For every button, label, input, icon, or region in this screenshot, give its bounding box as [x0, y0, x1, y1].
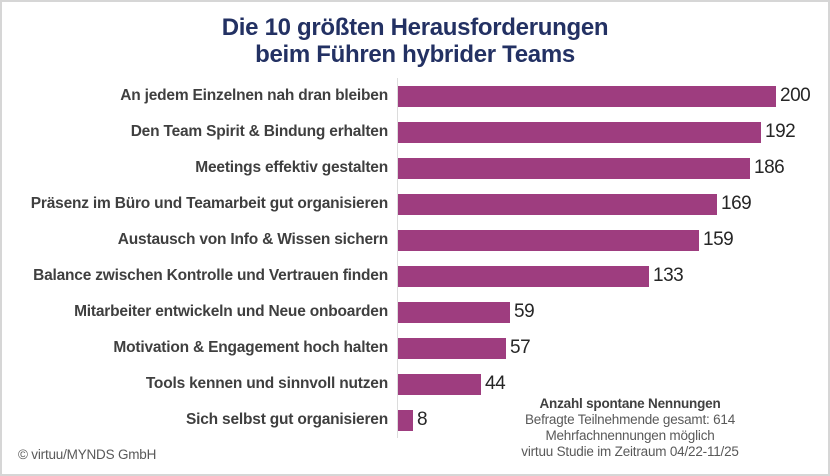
chart-row: Austausch von Info & Wissen sichern 159 [2, 222, 828, 258]
bar-value-label: 192 [765, 121, 796, 142]
bar-value-label: 44 [485, 373, 506, 394]
chart-title-line1: Die 10 größten Herausforderungen [221, 14, 609, 41]
chart-row: Den Team Spirit & Bindung erhalten 192 [2, 114, 828, 150]
bar-track: 133 [397, 258, 828, 294]
category-label: Präsenz im Büro und Teamarbeit gut organ… [30, 195, 388, 212]
chart-row: Präsenz im Büro und Teamarbeit gut organ… [2, 186, 828, 222]
chart-row: An jedem Einzelnen nah dran bleiben 200 [2, 78, 828, 114]
bar-track: 59 [397, 294, 828, 330]
bar [398, 193, 717, 215]
footnote-line-period: virtuu Studie im Zeitraum 04/22-11/25 [521, 444, 739, 459]
bar [398, 301, 510, 323]
category-label: Sich selbst gut organisieren [186, 411, 388, 428]
copyright-notice: © virtuu/MYNDS GmbH [18, 447, 157, 462]
footnote-block: Anzahl spontane Nennungen Befragte Teiln… [440, 396, 820, 460]
bar-track: 169 [397, 186, 828, 222]
chart-title: Die 10 größten Herausforderungen beim Fü… [2, 2, 828, 68]
bar [398, 337, 506, 359]
chart-row: Balance zwischen Kontrolle und Vertrauen… [2, 258, 828, 294]
footnote-line-multiple: Mehrfachnennungen möglich [545, 428, 715, 443]
bar-track: 57 [397, 330, 828, 366]
bar-track: 44 [397, 366, 828, 402]
bar-value-label: 169 [721, 193, 752, 214]
chart-row: Sich selbst gut organisieren 8 [2, 402, 828, 438]
bar-track: 200 [397, 78, 828, 114]
bar [398, 229, 699, 251]
chart-row: Meetings effektiv gestalten 186 [2, 150, 828, 186]
footnote-line-participants: Befragte Teilnehmende gesamt: 614 [524, 412, 736, 427]
chart-row: Motivation & Engagement hoch halten 57 [2, 330, 828, 366]
bar-track: 159 [397, 222, 828, 258]
chart-row: Tools kennen und sinnvoll nutzen 44 [2, 366, 828, 402]
category-label: Austausch von Info & Wissen sichern [117, 231, 388, 248]
bar [398, 265, 649, 287]
bar-value-label: 59 [514, 301, 535, 322]
bar-track: 192 [397, 114, 828, 150]
bar [398, 409, 413, 431]
bar [398, 157, 750, 179]
bar [398, 373, 481, 395]
footnote-heading: Anzahl spontane Nennungen [539, 396, 721, 411]
category-label: Den Team Spirit & Bindung erhalten [130, 123, 389, 140]
bar-track: 8 [397, 402, 828, 438]
category-label: Tools kennen und sinnvoll nutzen [145, 375, 388, 392]
bar-track: 186 [397, 150, 828, 186]
category-label: Balance zwischen Kontrolle und Vertrauen… [33, 267, 388, 284]
category-label: Motivation & Engagement hoch halten [113, 339, 388, 356]
bar-value-label: 57 [510, 337, 531, 358]
bar-value-label: 8 [417, 409, 428, 430]
bar [398, 85, 776, 107]
bar-value-label: 186 [754, 157, 785, 178]
chart-title-line2: beim Führen hybrider Teams [255, 41, 575, 68]
bar [398, 121, 761, 143]
chart-row: Mitarbeiter entwickeln und Neue onboarde… [2, 294, 828, 330]
bar-value-label: 159 [703, 229, 734, 250]
bar-chart: An jedem Einzelnen nah dran bleiben 200 … [2, 78, 828, 438]
category-label: Meetings effektiv gestalten [195, 159, 388, 176]
category-label: An jedem Einzelnen nah dran bleiben [120, 87, 388, 104]
bar-value-label: 133 [653, 265, 684, 286]
bar-value-label: 200 [780, 85, 811, 106]
category-label: Mitarbeiter entwickeln und Neue onboarde… [74, 303, 388, 320]
